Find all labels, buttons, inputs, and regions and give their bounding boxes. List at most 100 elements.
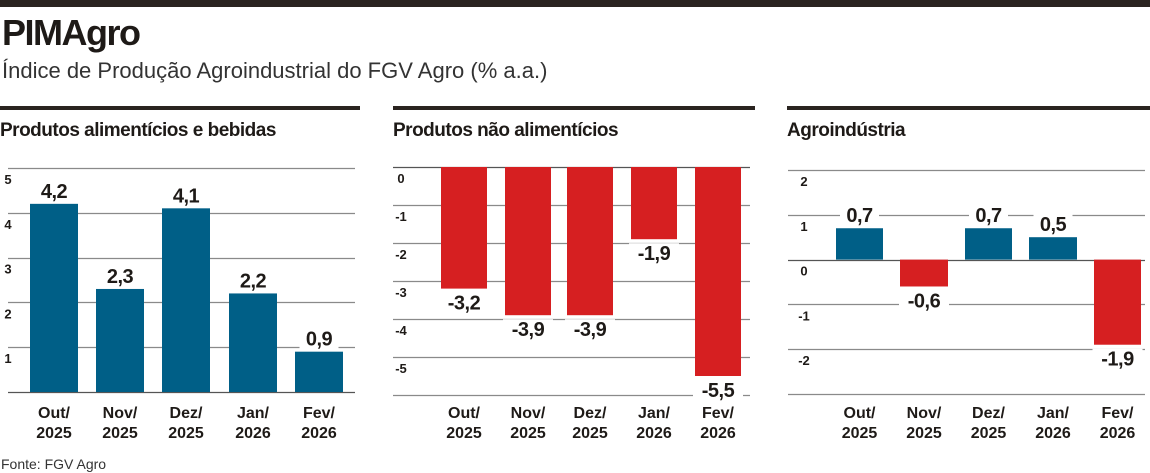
y-tick-label: 4 [4, 217, 12, 232]
x-tick-label: 2026 [301, 425, 337, 442]
data-label-bg [100, 265, 140, 286]
y-tick-label: -2 [395, 247, 407, 262]
data-label-bg [565, 319, 615, 340]
data-label: 4,1 [173, 185, 200, 207]
y-tick-label: 0 [397, 171, 404, 186]
bar [229, 293, 277, 392]
bar [567, 167, 613, 316]
y-tick-label: -4 [395, 323, 407, 338]
bar [695, 167, 741, 376]
data-label: -1,9 [1101, 349, 1134, 371]
data-label-bg [439, 292, 489, 313]
y-tick-label: -3 [395, 285, 407, 300]
bar [162, 208, 210, 392]
data-label-bg [34, 180, 74, 201]
data-label: -0,6 [908, 290, 941, 312]
bar [965, 228, 1012, 260]
bar [900, 259, 948, 287]
x-tick-label: Out/ [448, 405, 481, 422]
y-tick-label: 2 [4, 306, 11, 321]
page-subtitle: Índice de Produção Agroindustrial do FGV… [2, 58, 548, 83]
x-tick-label: Jan/ [638, 405, 671, 422]
data-label: 0,7 [846, 205, 873, 227]
bar [505, 167, 551, 316]
y-tick-label: 5 [4, 172, 11, 187]
y-tick-label: 3 [4, 262, 11, 277]
bar [96, 288, 144, 392]
x-tick-label: Out/ [38, 405, 71, 422]
x-tick-label: Fev/ [303, 405, 336, 422]
data-label: 2,2 [240, 270, 267, 292]
x-tick-label: 2025 [906, 425, 942, 442]
x-tick-label: 2025 [971, 425, 1007, 442]
x-tick-label: Nov/ [511, 405, 546, 422]
data-label-bg [503, 319, 553, 340]
x-tick-label: 2026 [1100, 425, 1136, 442]
panel-title: Produtos não alimentícios [393, 120, 618, 141]
data-label: 0,7 [975, 205, 1002, 227]
data-label-bg [1092, 348, 1143, 369]
y-tick-label: -5 [395, 361, 407, 376]
x-tick-label: 2025 [572, 425, 608, 442]
x-tick-label: Fev/ [702, 405, 735, 422]
data-label: -5,5 [702, 380, 735, 402]
y-tick-label: 2 [800, 174, 807, 189]
bar [30, 203, 78, 392]
data-label: 2,3 [107, 266, 134, 288]
panel-top-rule [787, 106, 1150, 110]
x-tick-label: 2025 [36, 425, 72, 442]
data-label: 0,9 [306, 329, 333, 351]
x-tick-label: 2025 [446, 425, 482, 442]
x-tick-label: Out/ [844, 405, 877, 422]
y-tick-label: 0 [800, 264, 807, 279]
data-label: 0,5 [1040, 214, 1067, 236]
data-label-bg [233, 270, 273, 291]
panel-top-rule [393, 106, 755, 110]
y-tick-label: -1 [798, 308, 810, 323]
y-tick-label: 1 [4, 351, 11, 366]
y-tick-label: 1 [800, 219, 807, 234]
bar [1094, 259, 1141, 345]
data-label-bg [166, 185, 206, 206]
data-label-bg [1033, 214, 1073, 235]
x-tick-label: 2026 [235, 425, 271, 442]
data-label-bg [899, 290, 949, 311]
x-tick-label: 2025 [842, 425, 878, 442]
x-tick-label: 2025 [510, 425, 546, 442]
data-label-bg [693, 380, 743, 400]
x-tick-label: Dez/ [972, 405, 1005, 422]
data-label: -1,9 [638, 243, 671, 265]
panel-title: Produtos alimentícios e bebidas [0, 120, 276, 141]
data-label: -3,9 [512, 319, 545, 341]
y-tick-label: -1 [395, 209, 407, 224]
bar [441, 167, 487, 289]
bar [836, 228, 883, 260]
x-tick-label: Fev/ [1101, 405, 1134, 422]
top-rule [0, 0, 1150, 7]
data-label-bg [299, 328, 339, 349]
data-label: 4,2 [41, 181, 68, 203]
x-tick-label: Dez/ [170, 405, 203, 422]
x-tick-label: 2026 [636, 425, 672, 442]
x-tick-label: Jan/ [237, 405, 270, 422]
panel-title: Agroindústria [787, 120, 906, 141]
x-tick-label: 2026 [700, 425, 736, 442]
x-tick-label: 2026 [1035, 425, 1071, 442]
data-label: -3,9 [574, 319, 607, 341]
bar [631, 167, 677, 240]
x-tick-label: Jan/ [1037, 405, 1070, 422]
x-tick-label: Dez/ [574, 405, 607, 422]
data-label: -3,2 [448, 293, 481, 315]
x-tick-label: 2025 [168, 425, 204, 442]
x-tick-label: Nov/ [907, 405, 942, 422]
data-label-bg [629, 243, 679, 264]
bar [1029, 237, 1077, 260]
source-note: Fonte: FGV Agro [1, 456, 107, 472]
data-label-bg [840, 205, 879, 226]
panel-top-rule [0, 106, 360, 110]
y-tick-label: -2 [798, 353, 810, 368]
page-title: PIMAgro [2, 12, 141, 53]
bar [295, 351, 343, 392]
x-tick-label: Nov/ [103, 405, 138, 422]
